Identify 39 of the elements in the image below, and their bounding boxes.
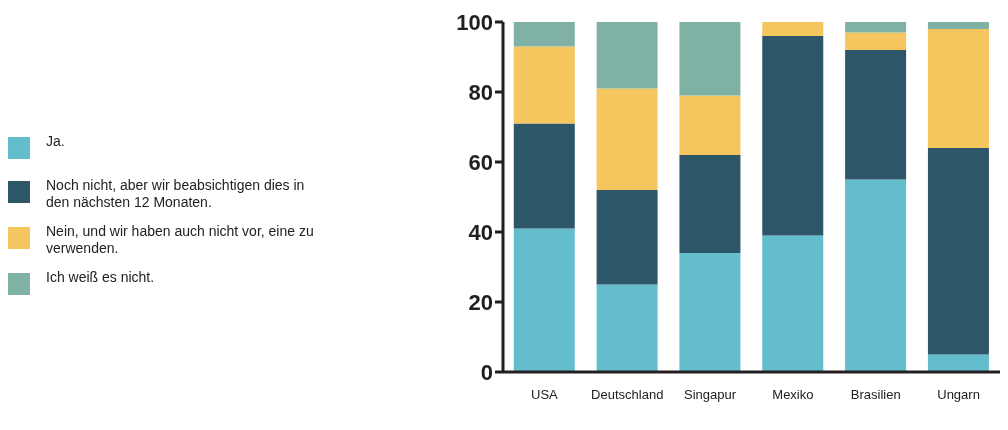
bar xyxy=(927,354,989,372)
bar xyxy=(679,22,741,96)
bar xyxy=(679,95,741,155)
x-tick-label: Singapur xyxy=(684,387,737,403)
bar xyxy=(927,22,989,29)
y-tick-label: 80 xyxy=(468,79,493,105)
bar xyxy=(596,88,658,190)
x-tick-label: Ungarn xyxy=(937,387,980,403)
legend-label: Ich weiß es nicht. xyxy=(46,269,156,286)
bar xyxy=(927,148,989,355)
bar xyxy=(513,22,575,47)
bar xyxy=(845,179,907,372)
bar xyxy=(513,228,575,372)
y-tick-label: 40 xyxy=(468,219,493,245)
bar xyxy=(596,190,658,285)
y-tick-label: 0 xyxy=(480,359,493,385)
bar xyxy=(762,22,824,36)
bar xyxy=(596,22,658,89)
legend-label: Noch nicht, aber wir beabsichtigen dies in den nächsten 12 Monaten. xyxy=(46,177,306,211)
bar xyxy=(513,123,575,229)
bar xyxy=(679,155,741,253)
bar xyxy=(762,36,824,236)
x-tick-label: USA xyxy=(531,387,559,403)
x-tick-label: Mexiko xyxy=(772,387,814,403)
legend-label: Nein, und wir haben auch nicht vor, eine zu verwenden. xyxy=(46,223,315,257)
bar xyxy=(762,235,824,372)
bar xyxy=(513,46,575,124)
bar xyxy=(845,32,907,50)
bar xyxy=(845,22,907,33)
y-tick-label: 100 xyxy=(456,9,493,35)
bar xyxy=(845,50,907,180)
bar xyxy=(679,253,741,372)
bar xyxy=(596,284,658,372)
y-tick-label: 60 xyxy=(468,149,493,175)
y-tick-label: 20 xyxy=(468,289,493,315)
x-tick-label: Deutschland xyxy=(591,387,664,403)
x-tick-label: Brasilien xyxy=(850,387,901,403)
bar xyxy=(927,29,989,148)
legend-label: Ja. xyxy=(46,133,66,150)
